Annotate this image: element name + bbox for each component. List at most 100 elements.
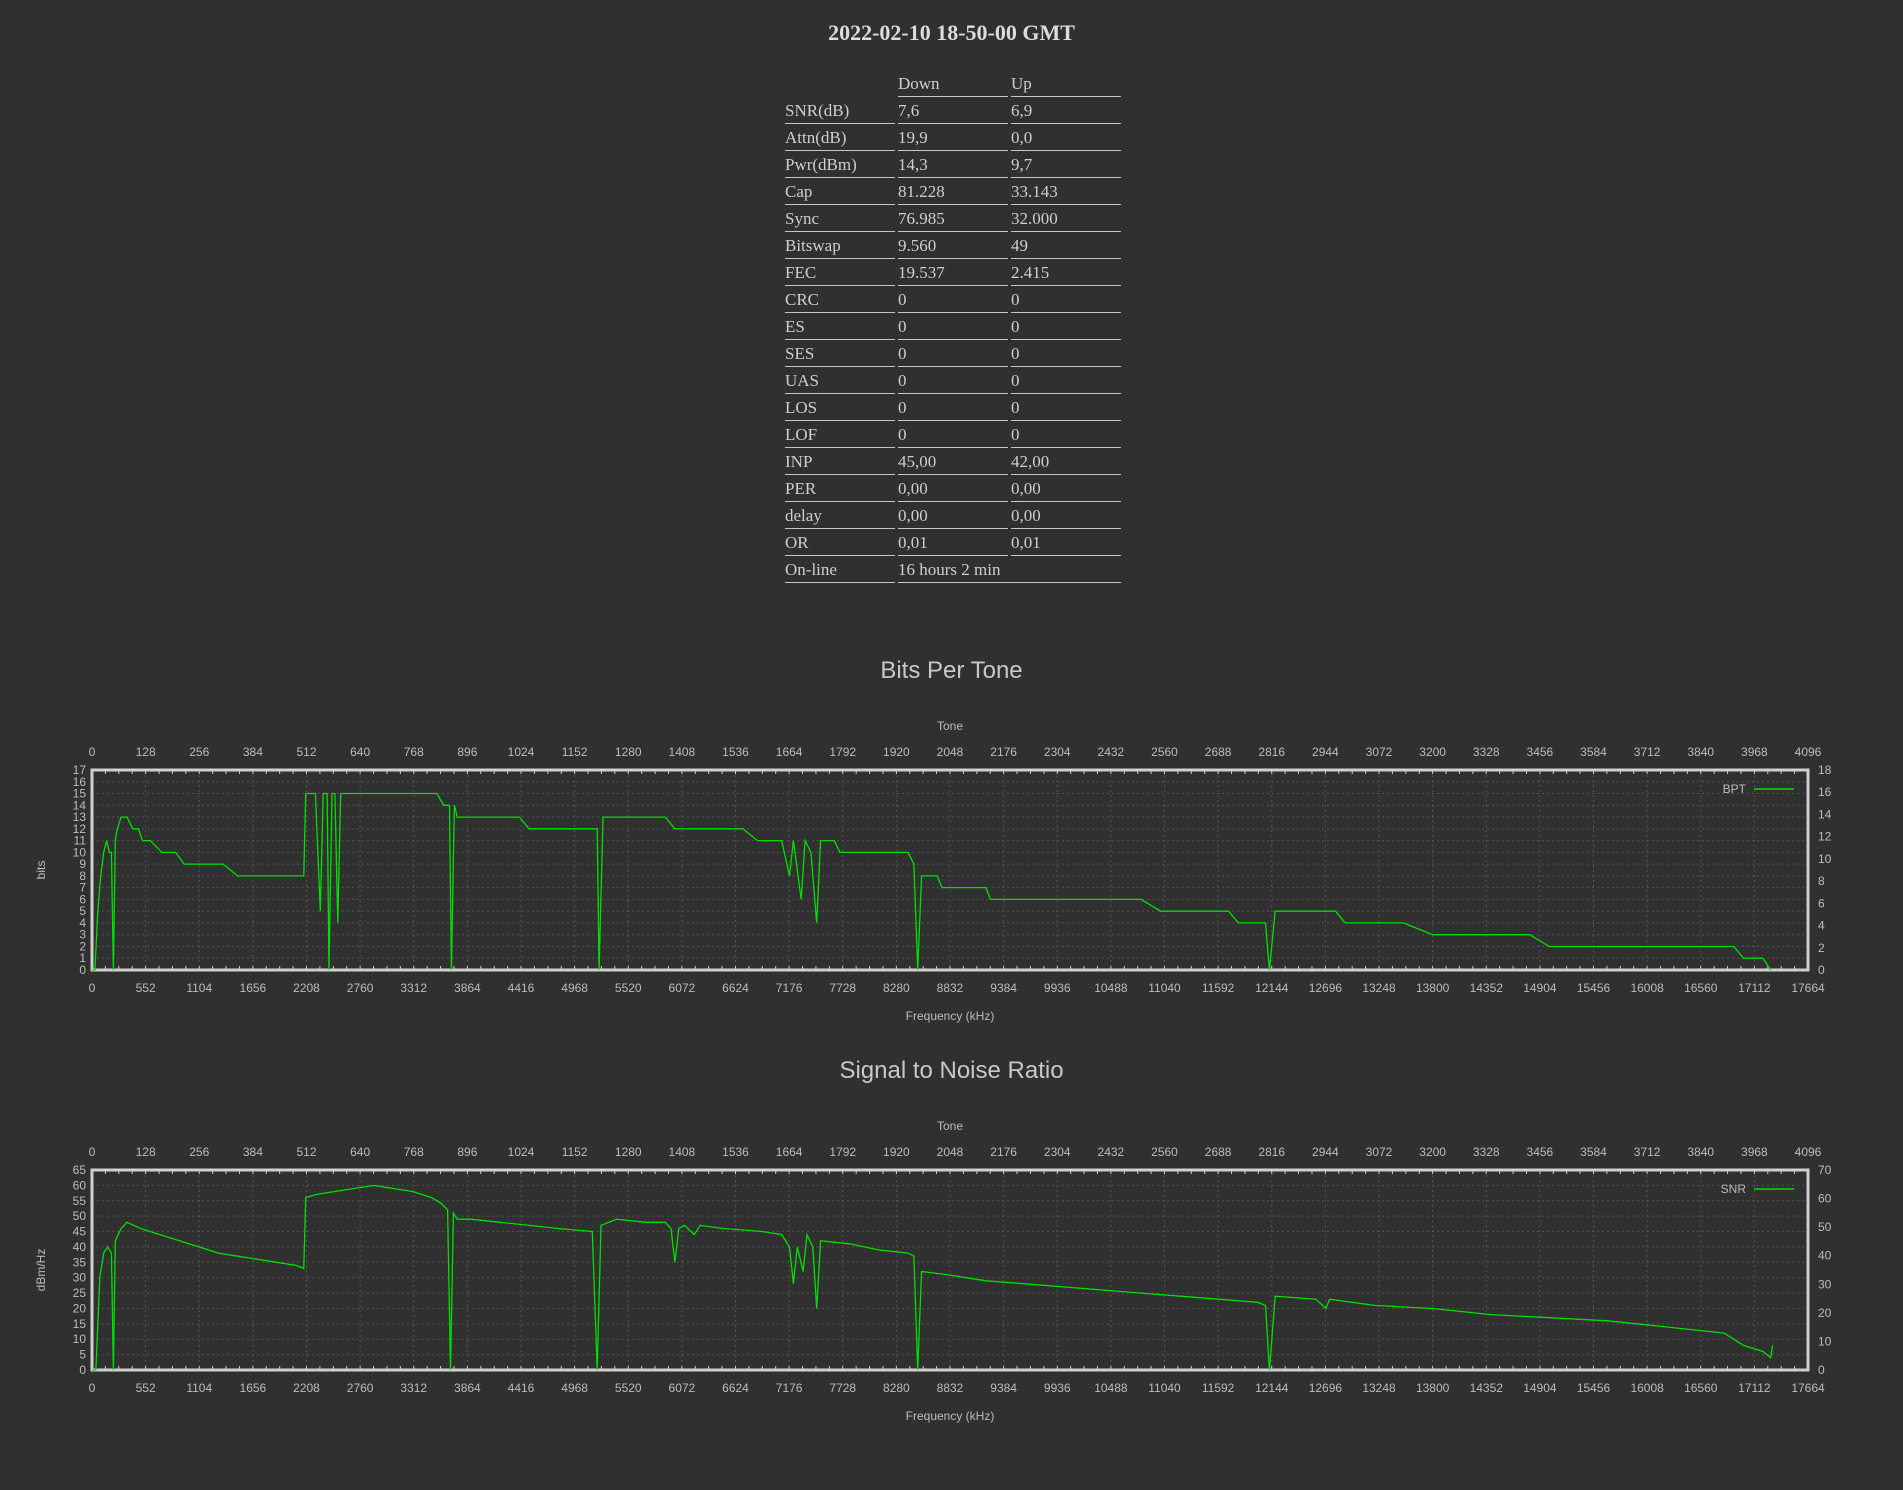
y2-tick-label: 40 (1818, 1249, 1832, 1263)
y-tick-label: 4 (79, 916, 86, 930)
top-tick-label: 1408 (669, 1145, 696, 1159)
stats-row-cell: delay (785, 502, 895, 529)
top-tick-label: 256 (189, 1145, 209, 1159)
x-tick-label: 7176 (776, 981, 803, 995)
stats-header-row-cell: Up (1011, 70, 1121, 97)
top-tick-label: 1024 (508, 1145, 535, 1159)
stats-row-cell: 0 (1011, 313, 1121, 340)
top-tick-label: 2816 (1258, 1145, 1285, 1159)
top-tick-label: 3200 (1419, 745, 1446, 759)
top-tick-label: 2048 (937, 1145, 964, 1159)
stats-row-cell: 32.000 (1011, 205, 1121, 232)
x-tick-label: 13248 (1362, 1381, 1396, 1395)
x-tick-label: 4968 (561, 981, 588, 995)
top-tick-label: 2944 (1312, 1145, 1339, 1159)
x-tick-label: 11040 (1148, 981, 1181, 995)
top-tick-label: 3456 (1527, 745, 1554, 759)
top-tick-label: 768 (404, 745, 424, 759)
x-tick-label: 1656 (240, 981, 267, 995)
stats-row-cell: ES (785, 313, 895, 340)
x-tick-label: 14904 (1523, 1381, 1557, 1395)
stats-row: LOS 0 0 (785, 394, 1121, 421)
top-tick-label: 256 (189, 745, 209, 759)
top-tick-label: 1152 (562, 1145, 588, 1159)
top-tick-label: 1024 (508, 745, 535, 759)
top-tick-label: 3840 (1687, 1145, 1714, 1159)
x-tick-label: 9936 (1044, 981, 1071, 995)
y-tick-label: 35 (73, 1255, 87, 1269)
stats-row-cell: 0,01 (898, 529, 1008, 556)
x-tick-label: 13800 (1416, 981, 1450, 995)
top-tick-label: 3712 (1634, 1145, 1661, 1159)
stats-row-cell: 42,00 (1011, 448, 1121, 475)
x-tick-label: 4968 (561, 1381, 588, 1395)
x-tick-label: 14352 (1470, 981, 1504, 995)
top-tick-label: 640 (350, 1145, 370, 1159)
top-tick-label: 3200 (1419, 1145, 1446, 1159)
stats-row: Bitswap 9.560 49 (785, 232, 1121, 259)
top-tick-label: 1408 (669, 745, 696, 759)
stats-row-cell: 0 (898, 286, 1008, 313)
stats-row: Cap 81.228 33.143 (785, 178, 1121, 205)
x-tick-label: 16560 (1684, 1381, 1718, 1395)
top-tick-label: 1536 (722, 745, 749, 759)
stats-row-cell: LOF (785, 421, 895, 448)
stats-row-cell: 7,6 (898, 97, 1008, 124)
series-line (92, 1184, 1774, 1371)
top-tick-label: 1536 (722, 1145, 749, 1159)
stats-row-cell: 19,9 (898, 124, 1008, 151)
x-tick-label: 5520 (615, 1381, 642, 1395)
bits-per-tone-chart: 0 552 1104 1656 2208 2760 3312 3864 4416 4968 5520… (34, 719, 1832, 1023)
y-tick-label: 15 (73, 1317, 87, 1331)
x-tick-label: 17664 (1791, 981, 1825, 995)
y2-tick-label: 16 (1818, 785, 1832, 799)
stats-online-row: On-line 16 hours 2 min (785, 556, 1121, 583)
top-tick-label: 4096 (1795, 1145, 1822, 1159)
x-tick-label: 7728 (829, 1381, 856, 1395)
x-tick-label: 3312 (400, 981, 427, 995)
x-tick-label: 6072 (669, 981, 696, 995)
y2-tick-label: 6 (1818, 896, 1825, 910)
x-axis-label: Frequency (kHz) (906, 1009, 995, 1023)
top-axis-label: Tone (937, 1119, 963, 1133)
stats-row-cell: 45,00 (898, 448, 1008, 475)
x-tick-label: 12696 (1309, 1381, 1343, 1395)
stats-row: SES 0 0 (785, 340, 1121, 367)
x-tick-label: 12144 (1255, 981, 1289, 995)
x-tick-label: 2760 (347, 981, 374, 995)
y-tick-label: 0 (79, 963, 86, 977)
stats-row-cell: OR (785, 529, 895, 556)
stats-row-cell: 19.537 (898, 259, 1008, 286)
y-tick-label: 15 (73, 787, 87, 801)
top-tick-label: 2816 (1258, 745, 1285, 759)
x-tick-label: 9384 (990, 1381, 1017, 1395)
stats-row-cell: 0,00 (1011, 502, 1121, 529)
y-tick-label: 14 (73, 798, 87, 812)
stats-row: CRC 0 0 (785, 286, 1121, 313)
stats-row-cell: PER (785, 475, 895, 502)
x-tick-label: 8832 (937, 1381, 964, 1395)
x-tick-label: 2760 (347, 1381, 374, 1395)
x-tick-label: 552 (136, 1381, 156, 1395)
x-tick-label: 11592 (1202, 1381, 1235, 1395)
stats-row-cell: 9,7 (1011, 151, 1121, 178)
x-tick-label: 0 (89, 981, 96, 995)
top-tick-label: 2304 (1044, 1145, 1071, 1159)
x-tick-label: 1656 (240, 1381, 267, 1395)
y-tick-label: 10 (73, 845, 87, 859)
top-tick-label: 1280 (615, 745, 642, 759)
stats-row-cell: 49 (1011, 232, 1121, 259)
y2-tick-label: 12 (1818, 830, 1832, 844)
stats-row-cell: SNR(dB) (785, 97, 895, 124)
top-tick-label: 2560 (1151, 745, 1178, 759)
stats-row-cell: UAS (785, 367, 895, 394)
stats-row-cell: FEC (785, 259, 895, 286)
top-tick-label: 2432 (1098, 745, 1125, 759)
top-tick-label: 3328 (1473, 1145, 1500, 1159)
stats-row-cell: 6,9 (1011, 97, 1121, 124)
stats-row: Attn(dB) 19,9 0,0 (785, 124, 1121, 151)
y2-tick-label: 0 (1818, 1363, 1825, 1377)
series-line (92, 792, 1772, 971)
y2-tick-label: 60 (1818, 1192, 1832, 1206)
top-tick-label: 2304 (1044, 745, 1071, 759)
